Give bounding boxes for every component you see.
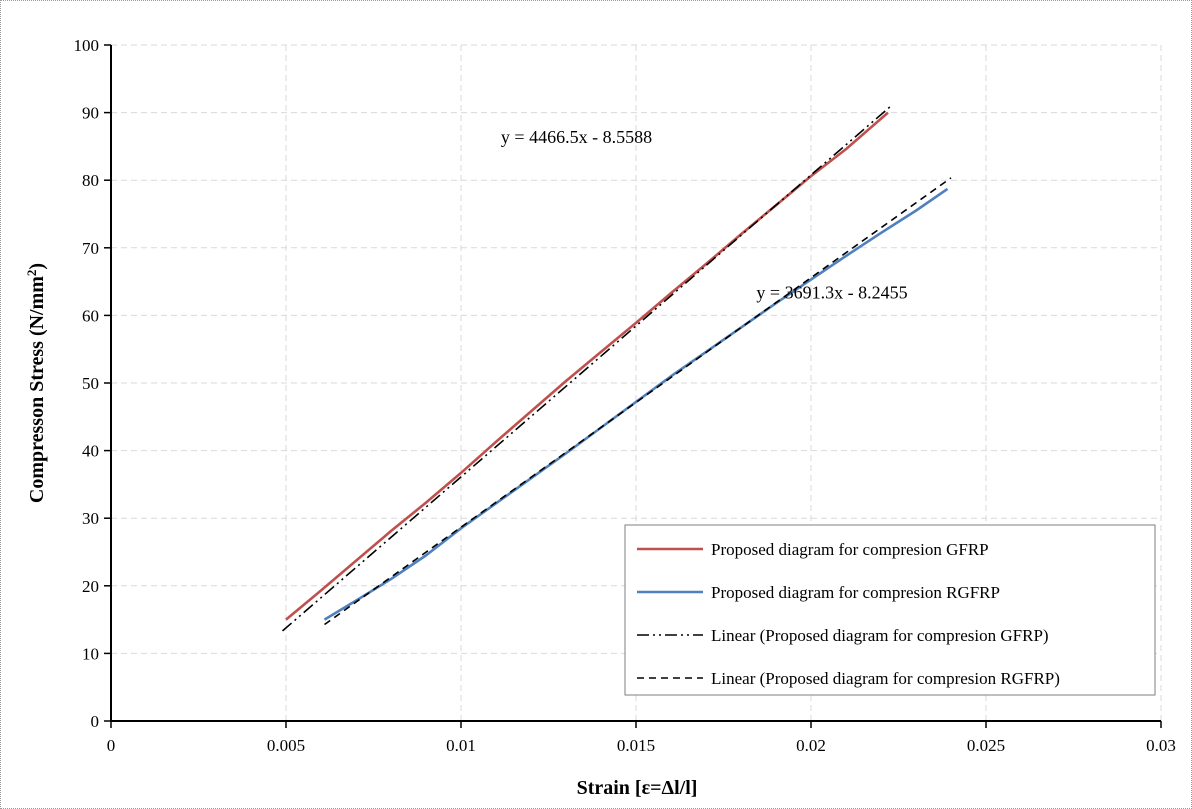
- x-tick-label: 0.03: [1146, 736, 1176, 755]
- series-line-3: [281, 104, 893, 632]
- x-tick-label: 0.01: [446, 736, 476, 755]
- y-tick-label: 80: [82, 171, 99, 190]
- series-line-4: [324, 177, 952, 626]
- series-line-2: [323, 187, 949, 621]
- series-lines: [281, 104, 952, 632]
- x-tick-label: 0.02: [796, 736, 826, 755]
- y-axis-title-superscript: 2: [24, 270, 39, 277]
- y-tick-label: 10: [82, 644, 99, 663]
- legend-box: [624, 524, 1156, 696]
- y-tick-label: 100: [74, 36, 100, 55]
- y-tick-label: 0: [91, 712, 100, 731]
- trendline-equation: y = 4466.5x - 8.5588: [501, 127, 652, 147]
- x-tick-label: 0: [107, 736, 116, 755]
- legend-entry: Proposed diagram for compresion GFRP: [711, 540, 989, 559]
- x-tick-label: 0.015: [617, 736, 655, 755]
- trendline-equation: y = 3691.3x - 8.2455: [756, 283, 907, 303]
- y-axis-title-close: ): [26, 263, 48, 270]
- series-line-1: [285, 111, 889, 621]
- y-tick-label: 90: [82, 104, 99, 123]
- x-tick-label: 0.005: [267, 736, 305, 755]
- y-tick-label: 30: [82, 509, 99, 528]
- y-tick-label: 70: [82, 239, 99, 258]
- legend: Proposed diagram for compresion GFRP Prop…: [624, 524, 1156, 696]
- y-axis-title-main: Compresson Stress (N/mm: [26, 276, 48, 503]
- axes: 0 10 20 30 40 50 60 70 80 90 100 0 0.005 0.01 0.015 0.0…: [74, 36, 1176, 755]
- x-axis-title: Strain [ε=Δl/l]: [577, 777, 698, 799]
- x-tick-label: 0.025: [967, 736, 1005, 755]
- legend-entry: Linear (Proposed diagram for compresion …: [711, 669, 1060, 688]
- y-axis-title: Compresson Stress (N/mm2): [24, 263, 48, 503]
- y-tick-label: 20: [82, 577, 99, 596]
- legend-entry: Proposed diagram for compresion RGFRP: [711, 583, 1000, 602]
- y-tick-label: 60: [82, 306, 99, 325]
- y-tick-label: 40: [82, 442, 99, 461]
- legend-entry: Linear (Proposed diagram for compresion …: [711, 626, 1049, 645]
- y-tick-label: 50: [82, 374, 99, 393]
- annotations: y = 4466.5x - 8.5588 y = 3691.3x - 8.2455: [501, 127, 908, 302]
